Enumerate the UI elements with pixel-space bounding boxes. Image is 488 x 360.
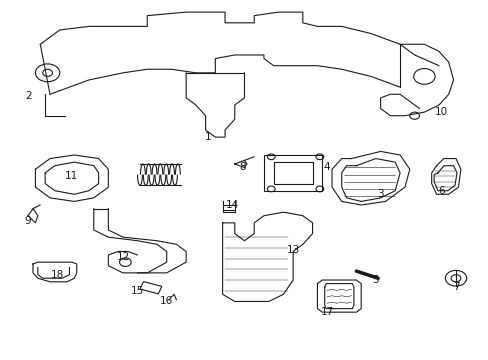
Text: 17: 17 — [320, 307, 333, 317]
Text: 5: 5 — [372, 275, 378, 285]
Text: 12: 12 — [116, 252, 129, 262]
Text: 13: 13 — [286, 245, 299, 255]
Text: 1: 1 — [204, 132, 211, 142]
Text: 16: 16 — [160, 296, 173, 306]
Text: 14: 14 — [225, 200, 239, 210]
Text: 15: 15 — [131, 286, 144, 296]
Text: 6: 6 — [437, 186, 444, 196]
Text: 11: 11 — [65, 171, 79, 181]
Bar — [140, 282, 162, 294]
Text: 18: 18 — [51, 270, 64, 280]
Text: 9: 9 — [25, 216, 31, 226]
Text: 4: 4 — [323, 162, 330, 172]
Text: 8: 8 — [238, 162, 245, 172]
Text: 2: 2 — [25, 91, 31, 101]
Text: 10: 10 — [434, 107, 447, 117]
Text: 7: 7 — [452, 282, 458, 292]
Bar — [273, 162, 312, 184]
Bar — [264, 155, 322, 191]
Text: 3: 3 — [377, 189, 383, 199]
